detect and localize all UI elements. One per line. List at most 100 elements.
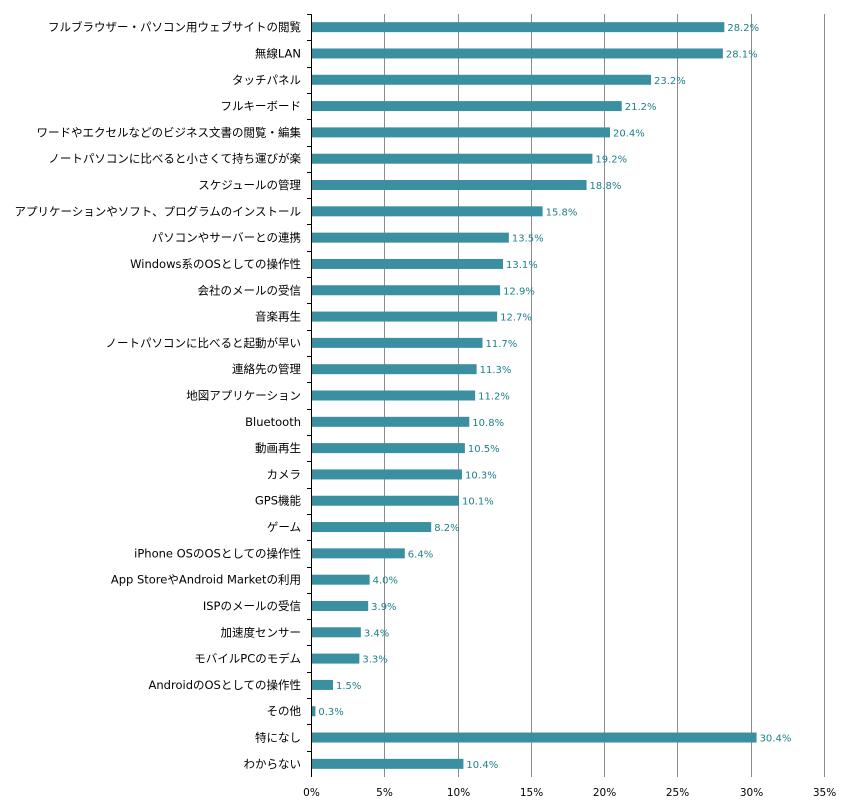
value-labels: 28.2% 28.1% 23.2% 21.2% 20.4% 19.2% 18.8% 15.8%… [318,23,791,771]
bar [312,48,723,59]
category-label: 音楽再生 [255,310,301,324]
category-label: iPhone OSのOSとしての操作性 [134,546,301,560]
category-label: 地図アプリケーション [186,389,301,403]
category-label: 加速度センサー [221,625,302,639]
gridlines [384,14,825,777]
category-label: フルブラウザー・パソコン用ウェブサイトの閲覧 [48,20,301,34]
value-label: 0.3% [318,707,343,718]
value-label: 10.3% [465,470,497,481]
value-label: 13.5% [512,234,544,245]
category-label: Bluetooth [245,415,301,429]
bar [312,22,725,33]
x-tick-label: 25% [666,787,689,799]
category-label: ノートパソコンに比べると小さくて持ち運びが楽 [48,152,301,166]
bar [312,258,504,269]
bar [312,127,611,138]
value-label: 3.9% [371,602,396,613]
value-label: 1.5% [336,681,361,692]
value-label: 21.2% [625,102,657,113]
bars [307,14,757,769]
category-label: 動画再生 [255,441,301,455]
value-label: 10.5% [468,444,500,455]
value-label: 10.8% [472,418,504,429]
bar [312,364,477,375]
category-label: GPS機能 [255,494,302,508]
value-label: 8.2% [434,523,459,534]
bar [312,390,476,401]
bar [312,495,460,506]
bar [312,679,333,690]
bar [312,653,360,664]
category-label: パソコンやサーバーとの連携 [152,231,301,245]
category-label: Windows系のOSとしての操作性 [130,257,301,271]
category-label: タッチパネル [232,73,301,87]
value-label: 12.7% [500,313,532,324]
value-label: 23.2% [654,76,686,87]
x-tick-label: 20% [593,787,616,799]
bar [312,574,370,585]
category-label: ノートパソコンに比べると起動が早い [106,336,302,350]
category-label: 連絡先の管理 [232,362,301,376]
x-tick-label: 0% [303,787,320,799]
bar [312,180,587,191]
bar [312,153,593,164]
category-label: スケジュールの管理 [198,178,301,192]
bar [312,706,316,717]
value-label: 3.4% [364,628,389,639]
value-label: 13.1% [506,260,538,271]
bar [312,732,757,743]
category-label: フルキーボード [221,99,302,113]
value-label: 28.1% [726,49,758,60]
x-tick-label: 30% [740,787,763,799]
bar [312,337,483,348]
category-label: 無線LAN [255,46,301,60]
category-label: ワードやエクセルなどのビジネス文書の閲覧・編集 [37,125,302,139]
category-label: 特になし [255,731,301,745]
x-tick-label: 35% [813,787,836,799]
x-tick-label: 5% [376,787,393,799]
bar [312,443,465,454]
bar [312,74,652,85]
bar [312,206,543,217]
bar [312,548,405,559]
value-label: 15.8% [546,207,578,218]
category-label: AndroidのOSとしての操作性 [149,678,301,692]
value-label: 12.9% [503,286,535,297]
category-label: 会社のメールの受信 [198,283,302,297]
bar [312,522,432,533]
bar [312,758,464,769]
value-label: 4.0% [373,576,398,587]
category-label: カメラ [267,467,302,481]
bar [312,311,498,322]
bar [312,232,509,243]
value-label: 11.2% [478,392,510,403]
bar [312,416,470,427]
x-tick-label: 10% [447,787,470,799]
category-label: モバイルPCのモデム [194,652,301,666]
value-label: 11.3% [480,365,512,376]
bar [312,627,361,638]
value-label: 11.7% [485,339,517,350]
value-label: 10.1% [462,497,494,508]
bar [312,469,462,480]
category-label: アプリケーションやソフト、プログラムのインストール [15,204,301,218]
category-label: その他 [267,704,302,718]
x-axis-tick-labels: 0% 5% 10% 15% 20% 25% 30% 35% [303,787,836,799]
value-label: 28.2% [727,23,759,34]
bar [312,285,501,296]
category-label: App StoreやAndroid Marketの利用 [111,573,301,587]
value-label: 10.4% [466,760,498,771]
value-label: 20.4% [613,128,645,139]
category-label: ゲーム [267,520,301,534]
x-tick-label: 15% [520,787,543,799]
category-label: ISPのメールの受信 [203,599,301,613]
value-label: 6.4% [408,549,433,560]
bar [312,600,369,611]
category-label: わからない [244,757,302,771]
value-label: 30.4% [760,734,792,745]
value-label: 3.3% [362,655,387,666]
value-label: 18.8% [590,181,622,192]
